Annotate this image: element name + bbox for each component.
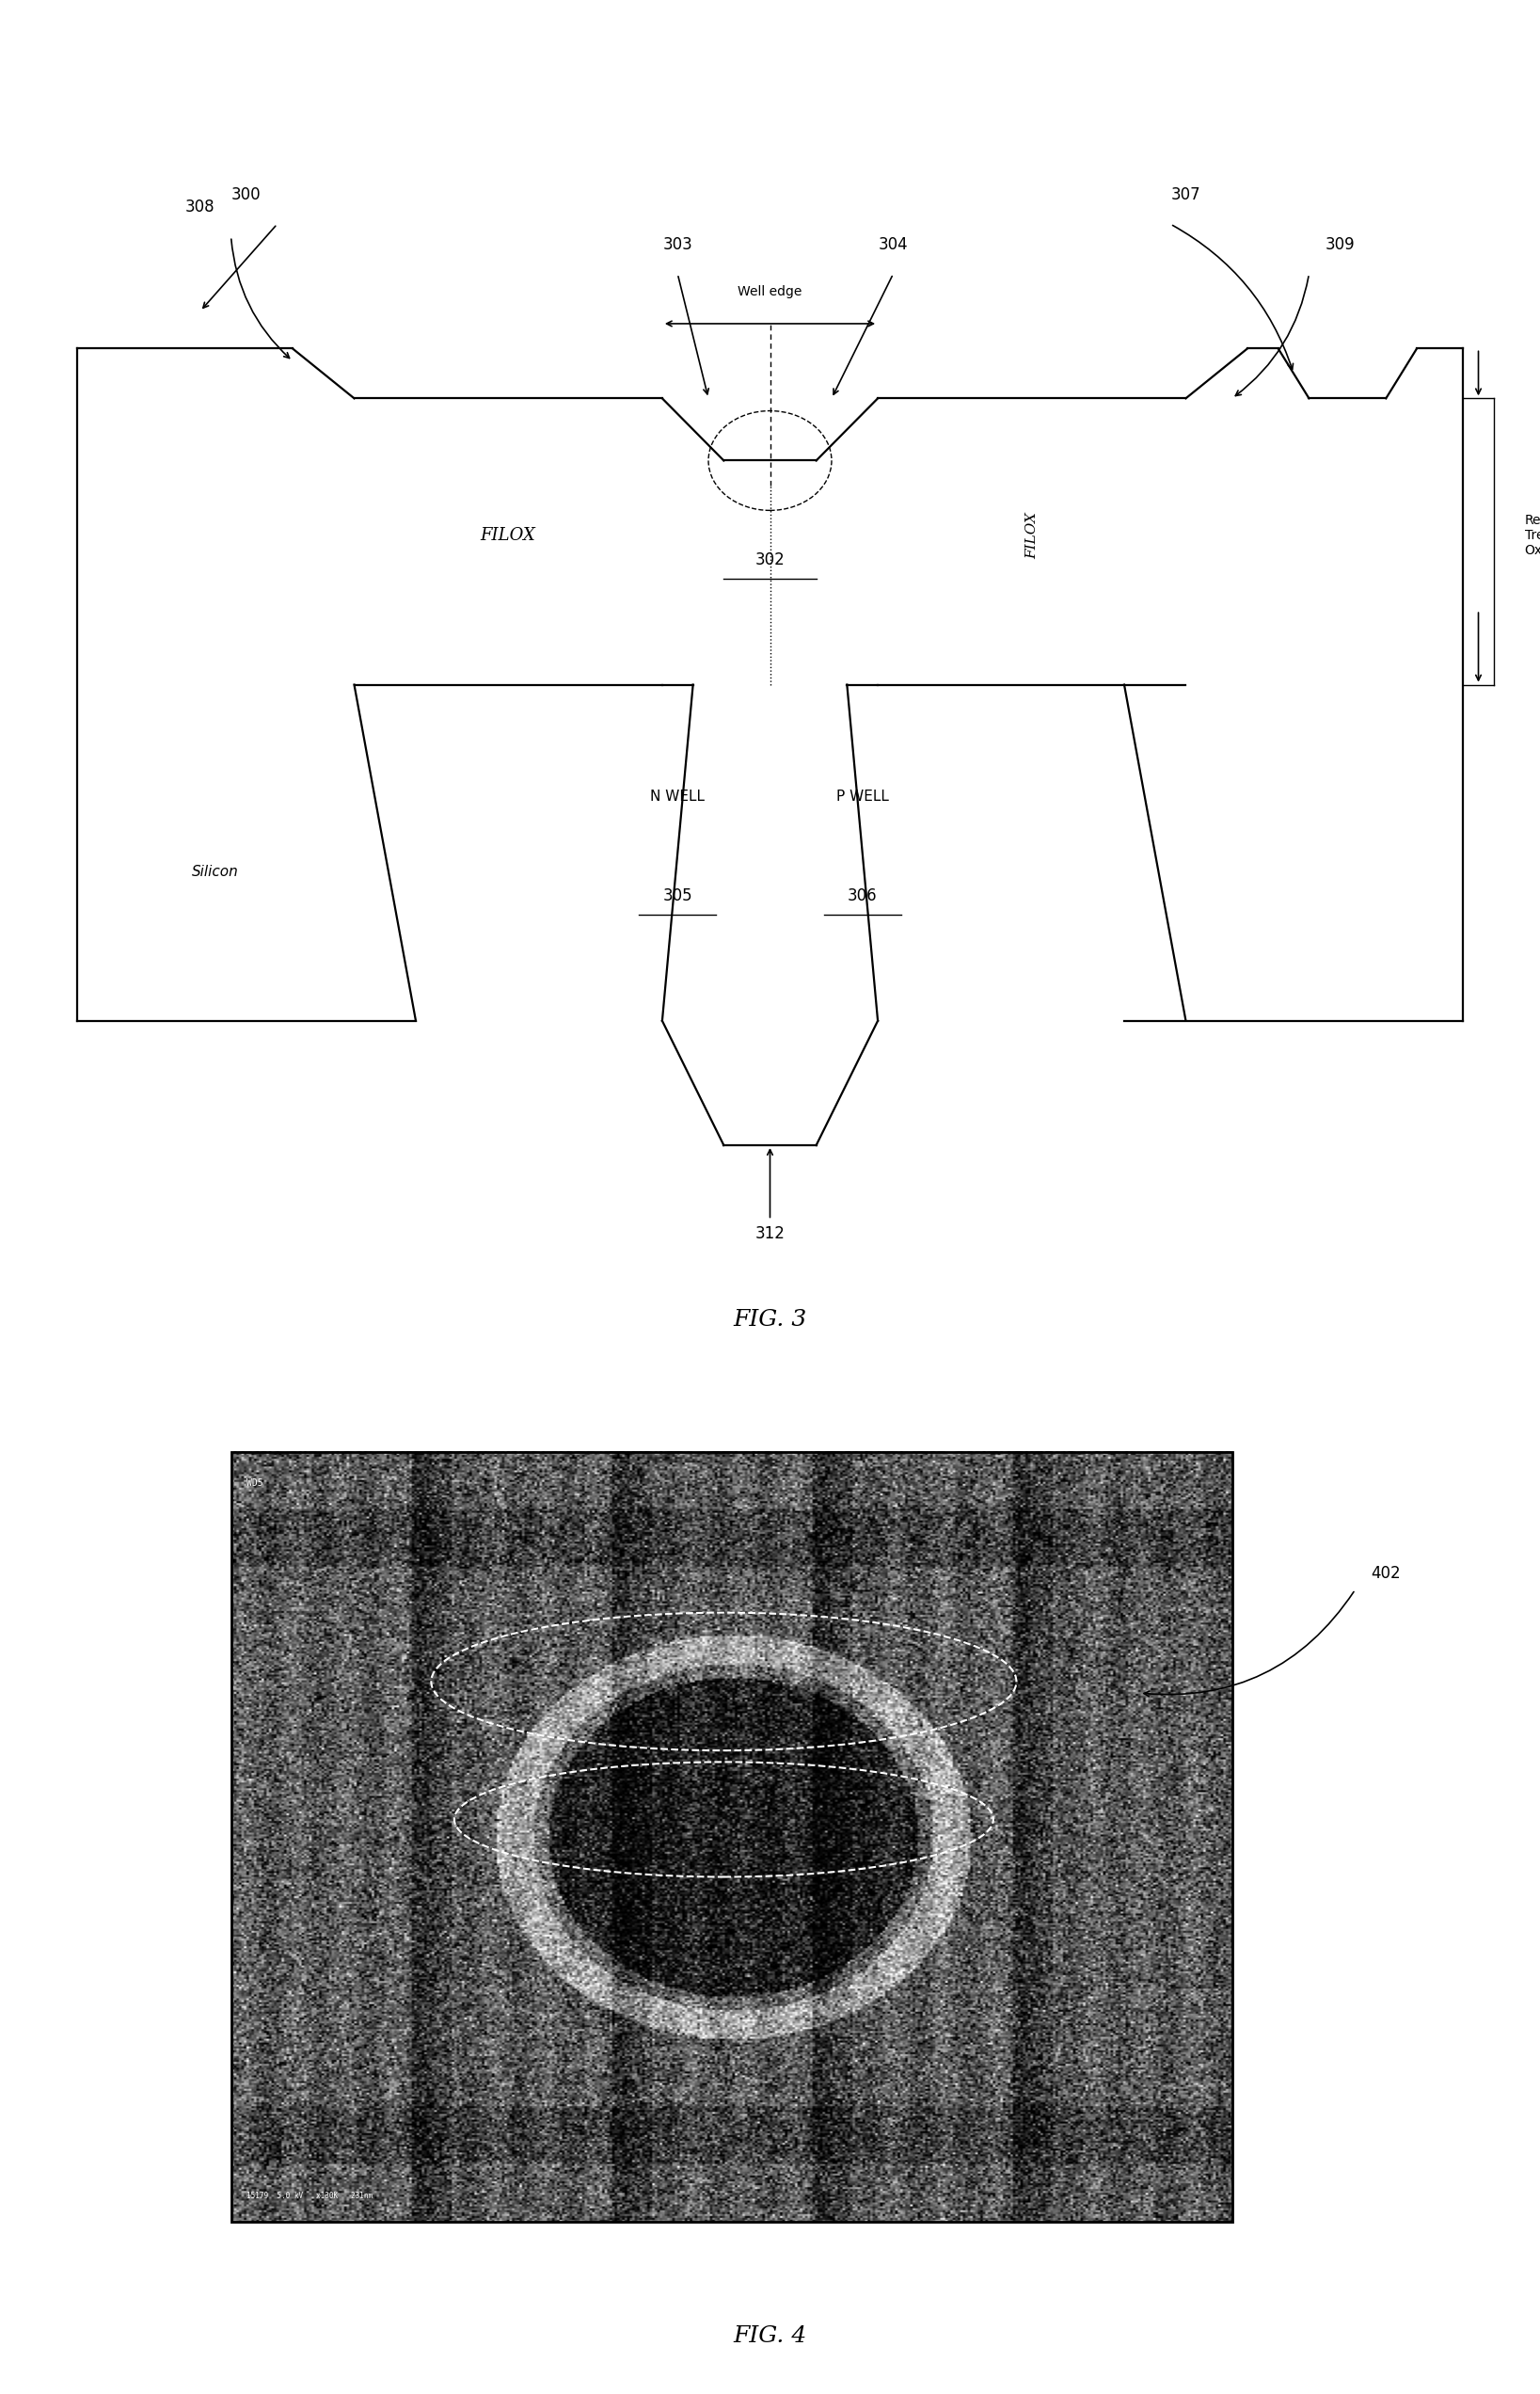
Text: FILOX: FILOX (1026, 512, 1038, 558)
Text: Silicon: Silicon (192, 864, 239, 879)
Text: 303: 303 (662, 235, 693, 254)
Text: 302: 302 (755, 551, 785, 570)
Text: FILOX: FILOX (480, 527, 536, 543)
Text: 304: 304 (878, 235, 909, 254)
Text: 312: 312 (755, 1226, 785, 1242)
Text: 305: 305 (662, 888, 693, 905)
Text: 300: 300 (231, 187, 262, 203)
Text: 309: 309 (1324, 235, 1355, 254)
Text: FIG. 3: FIG. 3 (733, 1310, 807, 1331)
Text: 15179  5.0 kV   x130K   231nm: 15179 5.0 kV x130K 231nm (246, 2193, 373, 2200)
Text: N WELL: N WELL (650, 790, 705, 804)
Text: 306: 306 (847, 888, 878, 905)
Text: Well edge: Well edge (738, 285, 802, 299)
Bar (231, 1451, 1232, 2222)
Text: 307: 307 (1170, 187, 1201, 203)
Text: 402: 402 (1371, 1566, 1400, 1582)
Text: P WELL: P WELL (836, 790, 889, 804)
Text: 308: 308 (185, 199, 216, 215)
Text: FIG. 4: FIG. 4 (733, 2325, 807, 2349)
Text: Residual
Trench
Oxide: Residual Trench Oxide (1525, 512, 1540, 558)
Text: WD5: WD5 (246, 1479, 263, 1489)
